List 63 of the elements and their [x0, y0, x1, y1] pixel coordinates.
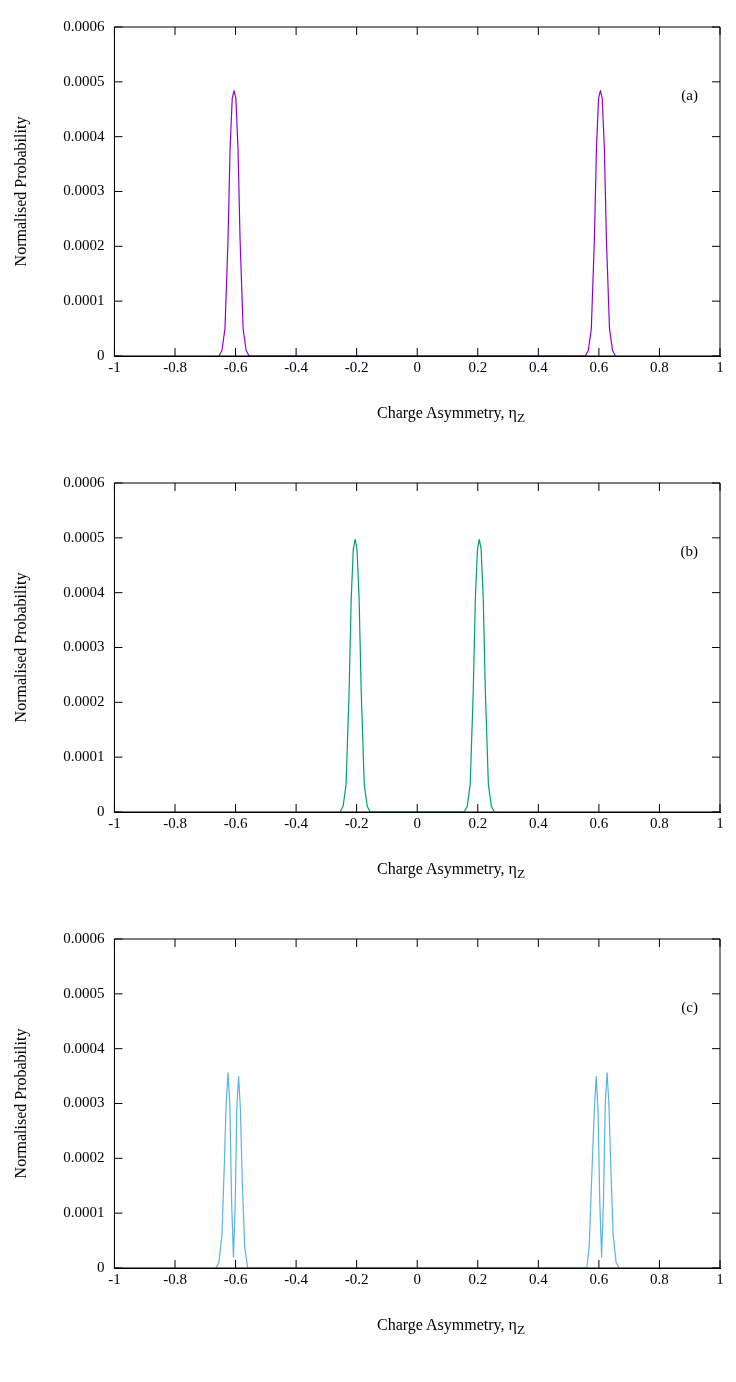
- annotation: (a): [681, 87, 698, 105]
- x-tick-label: -0.8: [163, 1270, 187, 1287]
- x-tick-label: 0.2: [468, 1270, 488, 1287]
- x-tick-label: 0.8: [650, 1270, 669, 1287]
- y-tick-label: 0.0001: [63, 748, 105, 765]
- y-tick-label: 0.0006: [63, 17, 105, 34]
- y-tick-label: 0.0002: [63, 693, 105, 710]
- x-tick-label: 0: [413, 1270, 421, 1287]
- annotation: (b): [680, 543, 698, 561]
- x-tick-label: -0.8: [163, 814, 187, 831]
- y-axis-title: Normalised Probability: [11, 116, 30, 267]
- x-tick-label: 0.8: [650, 358, 669, 375]
- x-tick-label: -0.4: [284, 814, 309, 831]
- y-tick-label: 0.0003: [63, 1094, 105, 1111]
- y-tick-label: 0.0004: [63, 583, 105, 600]
- y-tick-label: 0.0006: [63, 929, 105, 946]
- x-tick-label: -0.4: [284, 1270, 309, 1287]
- x-tick-label: -0.6: [223, 814, 248, 831]
- x-tick-label: 0.4: [528, 358, 549, 375]
- y-tick-label: 0.0001: [63, 292, 105, 309]
- y-axis-title: Normalised Probability: [11, 572, 30, 723]
- y-tick-label: 0.0006: [63, 473, 105, 490]
- y-tick-label: 0.0002: [63, 1149, 105, 1166]
- y-tick-label: 0.0005: [63, 72, 105, 89]
- x-tick-label: -0.2: [344, 814, 369, 831]
- x-tick-label: -1: [108, 1270, 121, 1287]
- x-tick-label: 0.4: [528, 1270, 549, 1287]
- y-tick-label: 0.0005: [63, 984, 105, 1001]
- x-tick-label: 0.2: [468, 358, 488, 375]
- y-tick-label: 0: [96, 346, 105, 363]
- x-tick-label: -0.6: [223, 1270, 248, 1287]
- x-axis-title: Charge Asymmetry, η$_{Z}$: [375, 1316, 527, 1339]
- y-tick-label: 0: [96, 802, 105, 819]
- x-tick-label: -0.4: [284, 358, 309, 375]
- x-tick-label: 0.6: [589, 358, 609, 375]
- annotation: (c): [681, 999, 698, 1017]
- x-tick-label: 1: [716, 814, 724, 831]
- x-tick-label: 0: [413, 358, 421, 375]
- x-tick-label: 0.4: [528, 814, 549, 831]
- x-axis-title: Charge Asymmetry, η$_{Z}$: [375, 404, 527, 427]
- y-tick-label: 0.0003: [63, 638, 105, 655]
- y-tick-label: 0.0004: [63, 127, 105, 144]
- x-tick-label: 0.6: [589, 814, 609, 831]
- x-tick-label: -0.8: [163, 358, 187, 375]
- x-tick-label: 1: [716, 1270, 724, 1287]
- x-tick-label: -1: [108, 358, 121, 375]
- y-tick-label: 0.0001: [63, 1204, 105, 1221]
- y-tick-label: 0.0004: [63, 1039, 105, 1056]
- y-tick-label: 0: [96, 1258, 105, 1275]
- x-axis-title: Charge Asymmetry, η$_{Z}$: [375, 860, 527, 883]
- x-tick-label: 0.2: [468, 814, 488, 831]
- x-tick-label: 0.6: [589, 1270, 609, 1287]
- y-tick-label: 0.0002: [63, 237, 105, 254]
- x-tick-label: -0.6: [223, 358, 248, 375]
- x-tick-label: 0: [413, 814, 421, 831]
- x-tick-label: 0.8: [650, 814, 669, 831]
- x-tick-label: -0.2: [344, 1270, 369, 1287]
- x-tick-label: -1: [108, 814, 121, 831]
- y-axis-title: Normalised Probability: [11, 1028, 30, 1179]
- y-tick-label: 0.0003: [63, 182, 105, 199]
- x-tick-label: -0.2: [344, 358, 369, 375]
- y-tick-label: 0.0005: [63, 528, 105, 545]
- x-tick-label: 1: [716, 358, 724, 375]
